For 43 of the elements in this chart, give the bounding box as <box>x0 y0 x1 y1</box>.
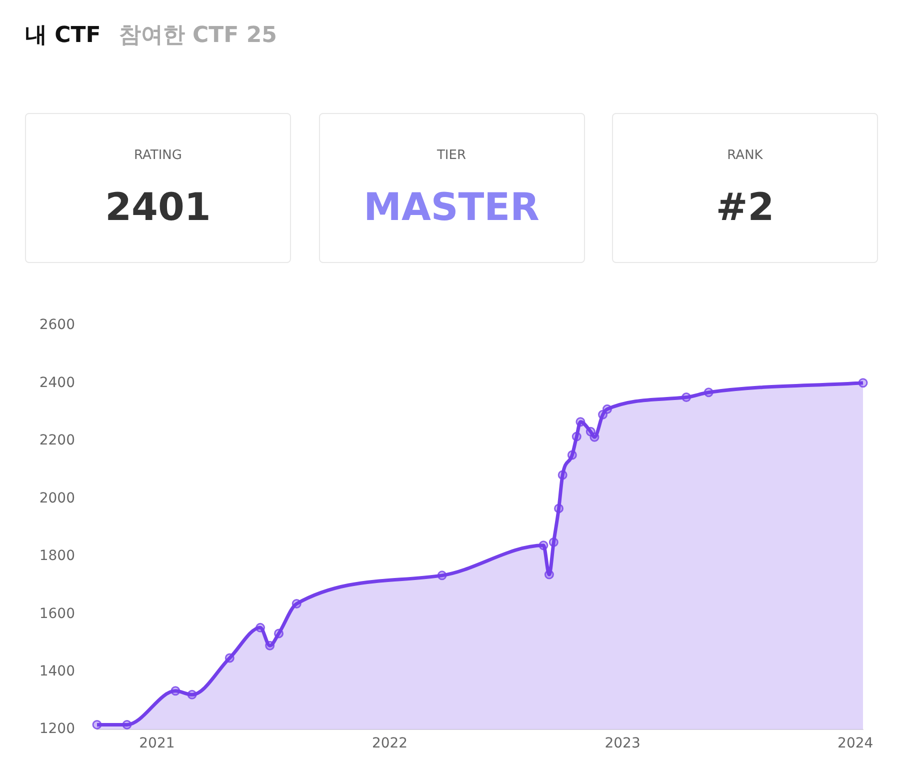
point <box>92 720 102 730</box>
text: 내 CTF <box>25 23 101 48</box>
point <box>544 570 554 580</box>
x-tick-label: 2022 <box>372 736 408 752</box>
y-tick-label: 2000 <box>39 490 75 506</box>
point <box>292 598 302 608</box>
point <box>576 417 586 427</box>
point <box>170 686 180 696</box>
x-tick-label: 2021 <box>139 736 175 752</box>
point <box>558 470 568 480</box>
y-tick-label: 2400 <box>39 374 75 391</box>
x-tick-label: 2023 <box>604 736 640 752</box>
text: MASTER <box>362 185 540 229</box>
point <box>265 640 275 650</box>
text: TIER <box>436 148 468 163</box>
point <box>704 388 714 398</box>
point <box>256 622 266 632</box>
point <box>187 690 197 700</box>
point <box>437 570 447 580</box>
point <box>274 628 284 638</box>
point <box>682 392 692 402</box>
text: RATING <box>133 148 183 163</box>
point <box>590 432 600 442</box>
point <box>567 450 577 460</box>
point <box>538 540 548 550</box>
y-tick-label: 2600 <box>39 317 75 334</box>
point <box>572 432 582 442</box>
point <box>858 378 868 388</box>
y-tick-label: 1600 <box>39 606 75 622</box>
point <box>122 720 132 730</box>
text: 2401 <box>104 185 212 229</box>
point <box>548 537 558 547</box>
y-tick-label: 1800 <box>39 548 75 564</box>
y-tick-label: 1400 <box>39 664 75 680</box>
point <box>554 504 564 514</box>
point <box>602 404 612 414</box>
y-tick-label: 2200 <box>39 432 75 449</box>
text: 참여한 CTF 25 <box>118 23 277 48</box>
x-tick-label: 2024 <box>838 736 874 752</box>
text: RANK <box>726 148 764 163</box>
point <box>224 653 234 663</box>
text: #2 <box>714 185 776 229</box>
y-tick-label: 1200 <box>39 721 75 738</box>
